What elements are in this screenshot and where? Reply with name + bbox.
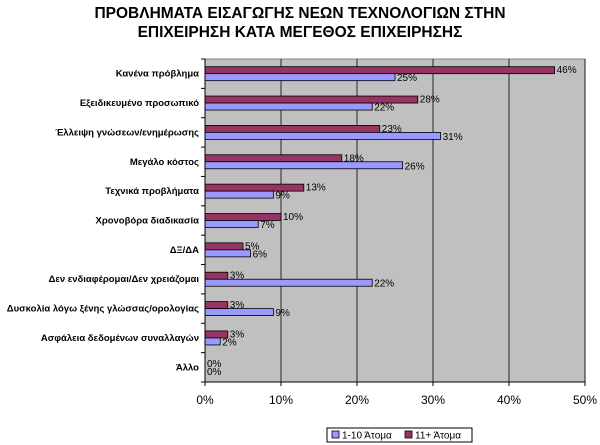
category-label: Άλλο: [176, 362, 199, 373]
legend-label-11plus: 11+ Άτομα: [415, 431, 461, 442]
value-label-1-10: 25%: [397, 73, 417, 84]
bar-11plus: [204, 154, 343, 163]
value-label-11plus: 3%: [230, 329, 245, 340]
x-tick-label: 30%: [421, 393, 445, 407]
bar-1-10: [204, 249, 251, 258]
value-label-1-10: 31%: [443, 132, 463, 143]
category-label: Έλλειψη γνώσεων/ενημέρωσης: [55, 127, 199, 138]
legend-label-1-10: 1-10 Άτομα: [342, 431, 392, 442]
x-tick-label: 50%: [573, 393, 597, 407]
legend-swatch-1-10: [331, 430, 340, 439]
x-tick-label: 0%: [196, 393, 214, 407]
category-label: Κανένα πρόβλημα: [116, 69, 199, 80]
value-label-1-10: 22%: [374, 103, 394, 114]
bar-1-10: [204, 190, 274, 199]
value-label-1-10: 22%: [374, 279, 394, 290]
bar-1-10: [204, 278, 373, 287]
value-label-11plus: 28%: [420, 95, 440, 106]
bar-1-10: [204, 337, 221, 346]
value-label-1-10: 26%: [405, 161, 425, 172]
bar-1-10: [204, 308, 274, 316]
category-label: ΔΞ/ΔΑ: [170, 245, 199, 256]
value-label-11plus: 10%: [283, 212, 303, 223]
value-label-1-10: 7%: [260, 220, 275, 231]
value-label-11plus: 18%: [344, 153, 364, 164]
value-label-1-10: 9%: [275, 191, 290, 202]
value-label-1-10: 9%: [275, 308, 290, 319]
value-label-11plus: 13%: [306, 183, 326, 194]
legend-swatch-11plus: [404, 430, 413, 439]
x-tick-label: 40%: [497, 393, 521, 407]
value-label-11plus: 5%: [245, 241, 260, 252]
bar-11plus: [204, 242, 244, 251]
category-label: Εξειδικευμένο προσωπικό: [80, 98, 199, 109]
bar-11plus: [204, 301, 229, 309]
category-label: Δυσκολία λόγω ξένης γλώσσας/ορολογίας: [7, 304, 199, 315]
bar-1-10: [204, 220, 259, 228]
category-label: Ασφάλεια δεδομένων συναλλαγών: [41, 333, 199, 344]
x-tick-label: 20%: [345, 393, 369, 407]
chart-title-line-2: ΕΠΙΧΕΙΡΗΣΗ ΚΑΤΑ ΜΕΓΕΘΟΣ ΕΠΙΧΕΙΡΗΣΗΣ: [137, 24, 463, 41]
chart-title: ΠΡΟΒΛΗΜΑΤΑ ΕΙΣΑΓΩΓΗΣ ΝΕΩΝ ΤΕΧΝΟΛΟΓΙΩΝ ΣΤ…: [0, 4, 600, 42]
x-tick-label: 10%: [269, 393, 293, 407]
bar-1-10: [204, 102, 373, 111]
category-label: Δεν ενδιαφέρομαι/Δεν χρειάζομαι: [48, 274, 199, 285]
category-label: Χρονοβόρα διαδικασία: [95, 216, 199, 227]
value-label-11plus: 3%: [230, 300, 245, 311]
value-label-11plus: 0%: [207, 359, 222, 370]
legend: [326, 427, 473, 443]
chart-title-line-1: ΠΡΟΒΛΗΜΑΤΑ ΕΙΣΑΓΩΓΗΣ ΝΕΩΝ ΤΕΧΝΟΛΟΓΙΩΝ ΣΤ…: [94, 5, 506, 22]
bar-1-10: [204, 132, 442, 140]
category-label: Μεγάλο κόστος: [130, 157, 199, 168]
value-label-1-10: 2%: [222, 337, 237, 348]
value-label-1-10: 0%: [207, 367, 222, 378]
value-label-1-10: 6%: [253, 249, 268, 260]
bar-1-10: [204, 73, 396, 82]
category-label: Τεχνικά προβλήματα: [105, 186, 199, 197]
value-label-11plus: 46%: [557, 65, 577, 76]
bar-11plus: [204, 66, 556, 75]
value-label-11plus: 23%: [382, 124, 402, 135]
bar-11plus: [204, 271, 229, 280]
bar-11plus: [204, 125, 381, 133]
bar-1-10: [204, 161, 404, 170]
value-label-11plus: 3%: [230, 271, 245, 282]
